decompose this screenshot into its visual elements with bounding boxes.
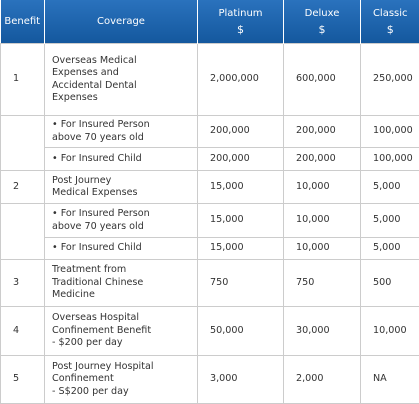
currency-label: $	[198, 22, 283, 38]
amount-cell: 250,000	[361, 44, 419, 116]
coverage-cell: Overseas Medical Expenses and Accidental…	[45, 44, 198, 116]
amount-cell: 2,000,000	[198, 44, 284, 116]
header-cell: Coverage	[45, 0, 198, 44]
amount-cell: 5,000	[361, 204, 419, 238]
header-cell: Classic$	[361, 0, 419, 44]
coverage-cell: Overseas Hospital Confinement Benefit - …	[45, 307, 198, 356]
amount-cell: 200,000	[198, 148, 284, 171]
coverage-cell: • For Insured Person above 70 years old	[45, 116, 198, 148]
amount-cell: 2,000	[284, 356, 361, 404]
amount-cell: 3,000	[198, 356, 284, 404]
header-cell: Platinum$	[198, 0, 284, 44]
benefit-cell: 2	[1, 171, 45, 204]
amount-cell: 15,000	[198, 204, 284, 238]
benefit-cell	[1, 116, 45, 171]
amount-cell: 100,000	[361, 116, 419, 148]
amount-cell: 50,000	[198, 307, 284, 356]
header-label: Platinum	[198, 6, 283, 22]
amount-cell: 200,000	[284, 116, 361, 148]
amount-cell: 5,000	[361, 238, 419, 260]
coverage-cell: Post Journey Hospital Confinement - S$20…	[45, 356, 198, 404]
amount-cell: 30,000	[284, 307, 361, 356]
amount-cell: 600,000	[284, 44, 361, 116]
header-label: Coverage	[45, 14, 197, 30]
amount-cell: 15,000	[198, 238, 284, 260]
header-label: Deluxe	[284, 6, 360, 22]
amount-cell: 750	[198, 260, 284, 307]
amount-cell: 500	[361, 260, 419, 307]
benefit-cell: 3	[1, 260, 45, 307]
amount-cell: NA	[361, 356, 419, 404]
amount-cell: 200,000	[284, 148, 361, 171]
amount-cell: 200,000	[198, 116, 284, 148]
amount-cell: 750	[284, 260, 361, 307]
amount-cell: 10,000	[361, 307, 419, 356]
benefit-cell: 5	[1, 356, 45, 404]
header-label: Classic	[361, 6, 419, 22]
amount-cell: 100,000	[361, 148, 419, 171]
benefit-cell: 1	[1, 44, 45, 116]
amount-cell: 10,000	[284, 204, 361, 238]
header-label: Benefit	[1, 14, 45, 30]
coverage-cell: Post Journey Medical Expenses	[45, 171, 198, 204]
benefit-cell: 4	[1, 307, 45, 356]
currency-label: $	[361, 22, 419, 38]
amount-cell: 10,000	[284, 238, 361, 260]
coverage-cell: • For Insured Person above 70 years old	[45, 204, 198, 238]
coverage-cell: • For Insured Child	[45, 238, 198, 260]
coverage-cell: • For Insured Child	[45, 148, 198, 171]
coverage-cell: Treatment from Traditional Chinese Medic…	[45, 260, 198, 307]
amount-cell: 5,000	[361, 171, 419, 204]
amount-cell: 15,000	[198, 171, 284, 204]
benefit-cell	[1, 204, 45, 260]
header-cell: Deluxe$	[284, 0, 361, 44]
amount-cell: 10,000	[284, 171, 361, 204]
currency-label: $	[284, 22, 360, 38]
header-cell: Benefit	[1, 0, 45, 44]
